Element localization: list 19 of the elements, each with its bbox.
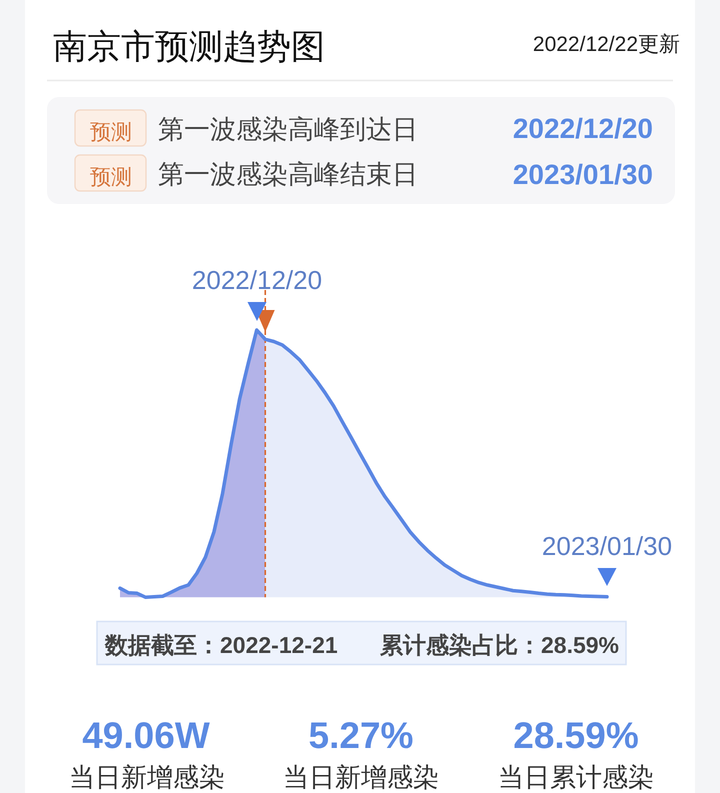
annotation: 2022/12/20: [192, 265, 322, 321]
annotation: 累计感染占比：28.59%: [380, 632, 619, 658]
annotation: 当日新增感染: [283, 762, 439, 792]
annotation: 2022/12/20: [512, 113, 653, 144]
annotation: 28.59%: [513, 715, 639, 756]
annotation: 第一波感染高峰结束日: [158, 159, 418, 189]
title: 南京市预测趋势图: [53, 28, 325, 66]
annotation: 当日累计感染: [498, 762, 654, 792]
subtitle: 2022/12/22更新: [532, 33, 680, 56]
annotation: 当日新增感染: [69, 762, 225, 792]
annotation: 预测: [74, 109, 147, 147]
annotation: 预测: [74, 154, 147, 192]
annotation: 2023/01/30: [512, 159, 653, 190]
annotation: 2023/01/30: [542, 531, 672, 561]
annotation: 2023/01/30: [542, 531, 672, 586]
annotation: 49.06W: [82, 715, 210, 756]
annotation: 数据截至：2022-12-21: [105, 632, 338, 658]
annotation: 5.27%: [308, 715, 414, 756]
annotation: 第一波感染高峰到达日: [158, 114, 418, 144]
